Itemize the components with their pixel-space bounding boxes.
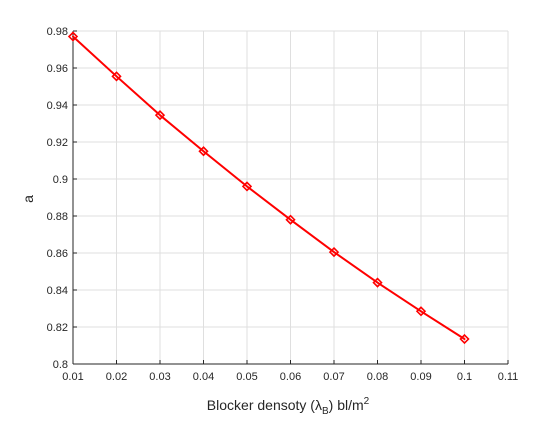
y-tick-label: 0.86 [47, 248, 68, 260]
x-tick-label: 0.09 [410, 371, 431, 383]
x-tick-label: 0.03 [149, 371, 170, 383]
x-tick-label: 0.1 [457, 371, 472, 383]
x-tick-label: 0.11 [498, 371, 519, 383]
y-tick-label: 0.98 [47, 26, 68, 38]
x-tick-label: 0.04 [193, 371, 214, 383]
y-tick-label: 0.9 [53, 174, 68, 186]
x-tick-label: 0.01 [62, 371, 83, 383]
y-tick-label: 0.94 [47, 100, 68, 112]
grid [73, 31, 508, 364]
x-axis-ticks: 0.01 0.02 0.03 0.04 0.05 0.06 0.07 0.08 0.09 0.1 0… [62, 360, 518, 383]
y-tick-label: 0.92 [47, 137, 68, 149]
y-tick-label: 0.84 [47, 285, 68, 297]
x-tick-label: 0.08 [367, 371, 388, 383]
x-axis-label-superscript: 2 [364, 396, 370, 407]
y-tick-label: 0.96 [47, 63, 68, 75]
series-line [73, 37, 465, 339]
y-tick-label: 0.88 [47, 211, 68, 223]
x-axis-label: Blocker densoty (λB) bl/m2 [207, 396, 370, 417]
x-tick-label: 0.06 [280, 371, 301, 383]
series [69, 33, 469, 343]
x-axis-label-symbol: λ [315, 397, 322, 413]
x-tick-label: 0.07 [323, 371, 344, 383]
y-axis-ticks: 0.8 0.82 0.84 0.86 0.88 0.9 0.92 0.94 0.96 0.98 [47, 26, 77, 371]
x-axis-label-text: Blocker densoty ( [207, 397, 315, 413]
x-axis-label-suffix: ) bl/m [329, 397, 364, 413]
y-tick-label: 0.82 [47, 322, 68, 334]
x-tick-label: 0.02 [106, 371, 127, 383]
y-axis-label: a [20, 195, 36, 203]
y-tick-label: 0.8 [53, 359, 68, 371]
x-tick-label: 0.05 [236, 371, 257, 383]
